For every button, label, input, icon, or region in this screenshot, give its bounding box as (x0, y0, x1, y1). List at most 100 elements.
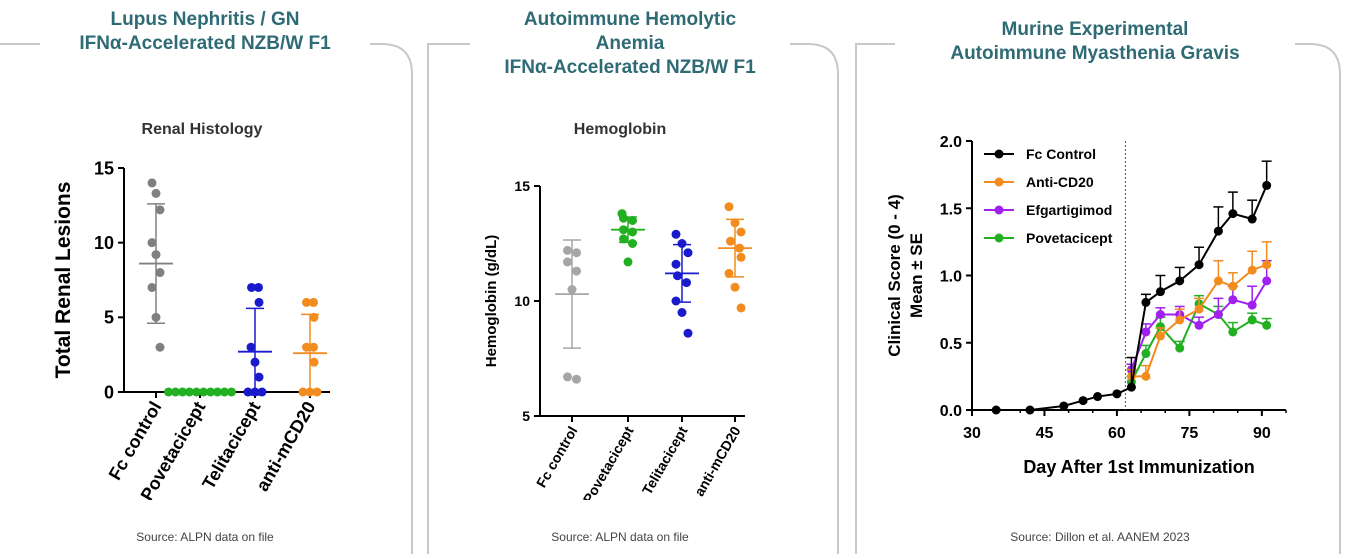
panel-1-frame (0, 43, 413, 554)
data-point (309, 297, 318, 307)
legend-label: Anti-CD20 (1026, 174, 1094, 190)
data-point (1247, 214, 1257, 224)
data-point (677, 239, 687, 248)
x-category-label: anti-mCD20 (252, 398, 319, 495)
x-axis-label: Day After 1st Immunization (1023, 457, 1254, 477)
panel-3-source: Source: Dillon et al. AANEM 2023 (1010, 530, 1190, 544)
data-point (1155, 287, 1165, 297)
y-axis-label: Clinical Score (0 - 4) (885, 194, 904, 357)
data-point (257, 387, 267, 397)
series-line (1130, 302, 1268, 383)
data-point (619, 234, 628, 244)
y-tick-label: 15 (94, 158, 114, 178)
panel-2-title-line-2: Anemia (595, 33, 665, 54)
legend-label: Efgartigimod (1026, 202, 1112, 218)
hemoglobin-chart: Hemoglobin 5 10 15 Hemoglobin (g/dL) Fc contr… (483, 121, 752, 500)
legend-label: Povetacicept (1026, 230, 1113, 246)
data-point (1175, 276, 1185, 286)
data-point (1078, 396, 1088, 406)
data-point (1141, 327, 1151, 337)
panel-1-title-line-2: IFNα-Accelerated NZB/W F1 (79, 33, 331, 54)
data-point (572, 374, 581, 384)
data-point (730, 282, 740, 292)
x-tick-label: 60 (1108, 425, 1126, 442)
panel-1-title-line-1: Lupus Nephritis / GN (110, 9, 300, 30)
data-point (250, 387, 260, 397)
data-point (671, 296, 681, 306)
data-point (155, 342, 165, 352)
y-tick-label: 5 (104, 308, 114, 328)
panel-2-source: Source: ALPN data on file (551, 530, 689, 544)
data-point (1126, 382, 1136, 392)
y-tick-label: 10 (94, 233, 114, 253)
panel-2-title: Autoimmune Hemolytic Anemia IFNα-Acceler… (470, 8, 790, 80)
data-point (171, 387, 180, 397)
data-point (1175, 343, 1185, 353)
data-point (1213, 276, 1223, 286)
data-point (682, 278, 691, 288)
data-point (1141, 297, 1151, 307)
data-point (1262, 180, 1272, 190)
data-point (1155, 331, 1165, 341)
x-category-label: Telitacicept (198, 398, 264, 493)
data-point (726, 236, 735, 246)
x-category-label: Telitacicept (639, 423, 691, 497)
data-point (567, 285, 577, 294)
data-point (243, 387, 253, 397)
data-point (1247, 265, 1257, 275)
panel-3-title-line-2: Autoimmune Myasthenia Gravis (950, 43, 1240, 64)
data-point (1059, 401, 1069, 411)
x-tick-label: 90 (1253, 425, 1271, 442)
y-tick-label: 2.0 (940, 134, 962, 151)
x-tick-label: 75 (1180, 425, 1198, 442)
data-point (151, 250, 161, 260)
data-point (1194, 260, 1204, 270)
legend-marker (994, 149, 1004, 159)
data-point (1112, 389, 1122, 399)
data-point (671, 229, 681, 239)
data-point (730, 218, 740, 228)
data-point (1025, 405, 1035, 415)
y-tick-label: 0.0 (940, 403, 962, 420)
data-point (254, 282, 263, 292)
data-point (1228, 281, 1238, 291)
data-point (671, 259, 681, 269)
data-point (164, 387, 173, 397)
data-point (178, 387, 187, 397)
data-point (298, 387, 308, 397)
data-point (677, 308, 687, 317)
data-point (628, 216, 637, 225)
data-point (736, 252, 746, 262)
chart-1-title: Renal Histology (142, 121, 263, 138)
data-point (1093, 392, 1103, 402)
data-point (572, 266, 581, 276)
data-point (155, 205, 165, 215)
x-category-label: Povetacicept (580, 423, 637, 500)
y-tick-label: 15 (514, 178, 530, 194)
x-category-label: anti-mCD20 (691, 423, 744, 499)
data-point (151, 188, 161, 198)
y-tick-label: 0 (104, 382, 114, 402)
legend-label: Fc Control (1026, 146, 1096, 162)
data-point (1262, 260, 1272, 270)
data-point (1247, 300, 1257, 310)
y-tick-label: 5 (522, 408, 530, 424)
data-point (724, 202, 734, 212)
data-point (302, 342, 311, 352)
data-point (1213, 310, 1223, 320)
y-axis-label: Total Renal Lesions (52, 182, 75, 379)
data-point (254, 372, 264, 382)
panel-1-source: Source: ALPN data on file (136, 530, 274, 544)
panel-2-title-line-3: IFNα-Accelerated NZB/W F1 (504, 57, 756, 78)
data-point (736, 303, 746, 313)
data-point (572, 248, 581, 258)
data-point (623, 257, 633, 267)
data-point (213, 387, 222, 397)
data-point (309, 312, 319, 322)
panel-1-title: Lupus Nephritis / GN IFNα-Accelerated NZ… (40, 8, 370, 56)
data-point (1141, 371, 1151, 381)
data-point (309, 342, 318, 352)
data-point (250, 357, 260, 367)
data-point (619, 213, 628, 223)
panel-3-frame (855, 43, 1341, 554)
